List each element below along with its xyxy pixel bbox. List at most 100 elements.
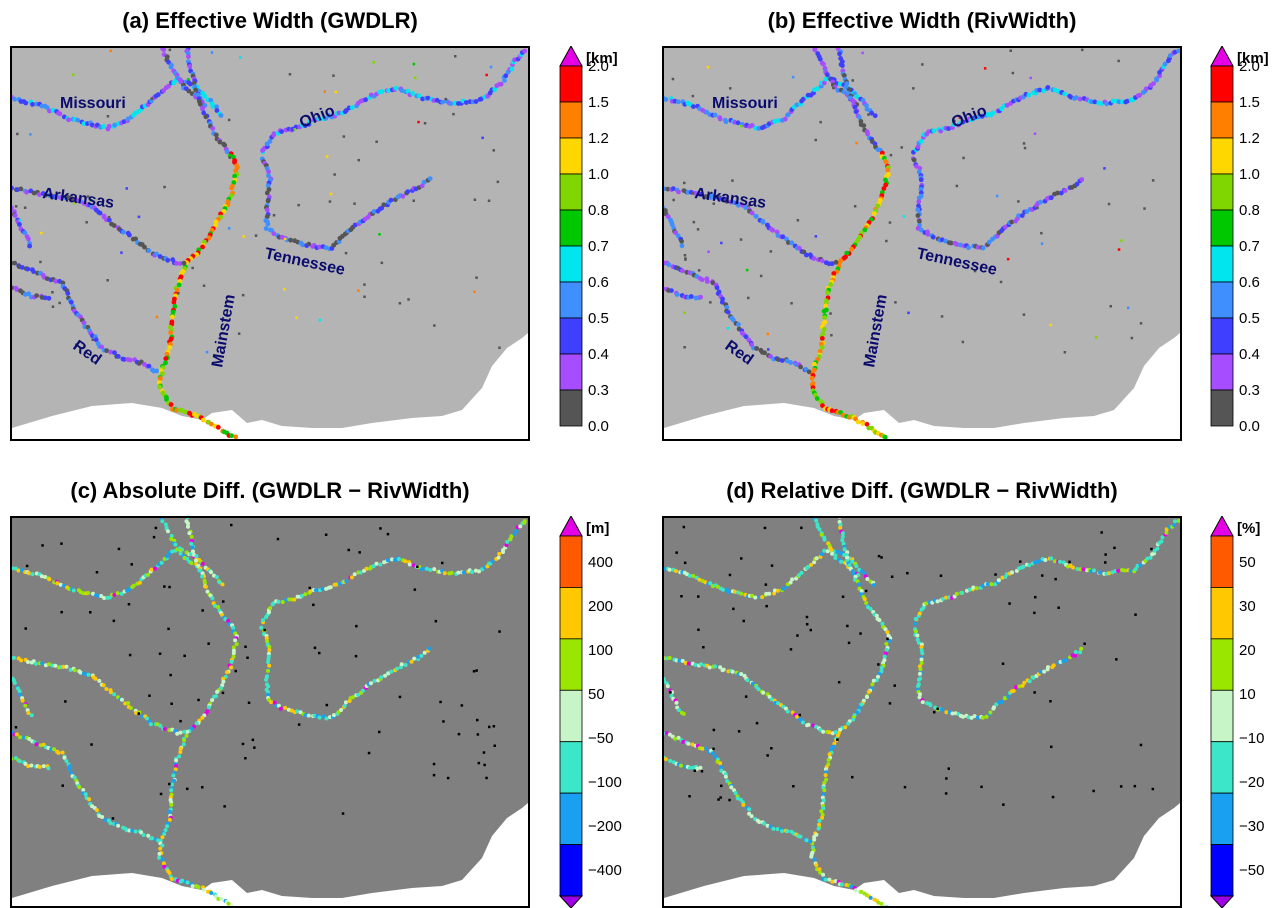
river-missouri (12, 546, 225, 600)
river-ohio (261, 519, 527, 625)
river-arkansas (12, 185, 187, 266)
ocean-area (664, 333, 1180, 439)
tributary-points (669, 525, 1155, 806)
colorbar-segment (1210, 844, 1234, 897)
river-west2 (664, 286, 703, 301)
colorbar-segment (1210, 535, 1234, 588)
colorbar-tick-label: 2.0 (1239, 58, 1260, 75)
colorbar-segment (1210, 137, 1234, 175)
river-label-missouri: Missouri (712, 95, 778, 112)
colorbar-segment (559, 638, 583, 691)
colorbar-segment (559, 535, 583, 588)
colorbar-tick-label: 100 (588, 641, 614, 659)
river-lowerRed (664, 205, 685, 249)
river-mainstem (809, 621, 893, 906)
colorbar-segment (559, 173, 583, 211)
panel-c-title: (c) Absolute Diff. (GWDLR − RivWidth) (70, 478, 470, 503)
ocean-area (12, 333, 528, 439)
river-tennessee (910, 156, 1085, 251)
colorbar-top-arrow (559, 46, 583, 67)
river-ohio (912, 518, 1180, 626)
river-mainstem (156, 151, 240, 439)
river-lowerRed (12, 676, 34, 718)
river-ohio (260, 48, 528, 155)
colorbar-tick-label: −50 (588, 730, 614, 748)
colorbar-unit: [km] (586, 50, 618, 67)
colorbar-tick-label: 50 (1239, 553, 1256, 571)
river-red (664, 731, 813, 844)
tributary-points (14, 523, 501, 820)
river-missouri (664, 546, 876, 600)
river-ohio (911, 48, 1180, 155)
ocean-area (12, 803, 528, 906)
river-west2 (664, 755, 703, 771)
river-arkansas (664, 186, 839, 267)
colorbar-segment (1210, 173, 1234, 211)
land-area (664, 48, 1180, 439)
colorbar-segment (559, 844, 583, 897)
land-area (12, 48, 528, 439)
colorbar-tick-label: 0.5 (1239, 310, 1260, 327)
colorbar-tick-label: 1.2 (588, 130, 609, 147)
colorbar-tick-label: −10 (1239, 730, 1265, 748)
colorbar-unit: [m] (586, 520, 610, 537)
tributary-points (671, 48, 1155, 354)
river-mainUpper (837, 518, 882, 623)
colorbar-top-arrow (1210, 46, 1234, 67)
tributary-points (14, 48, 501, 354)
colorbar-tick-label: 2.0 (588, 58, 609, 75)
colorbar-tick-label: 1.2 (1239, 130, 1260, 147)
colorbar-segment (1210, 689, 1234, 743)
colorbar-segment (1210, 741, 1234, 794)
colorbar-tick-label: 400 (588, 553, 614, 571)
land-area (12, 518, 528, 906)
colorbar-bottom-arrow (1209, 895, 1235, 908)
colorbar-segment (1210, 792, 1234, 845)
colorbar-segment (559, 65, 583, 103)
colorbar-segment (1210, 65, 1234, 103)
colorbar-segment (559, 281, 583, 319)
colorbar-tick-label: 0.7 (588, 238, 609, 255)
colorbar-segment (1210, 281, 1234, 319)
colorbar-tick-label: 0.6 (588, 274, 609, 291)
river-lowerRed (12, 205, 33, 249)
river-mainstem (157, 622, 239, 906)
colorbar-segment (559, 317, 583, 355)
colorbar-segment (1210, 317, 1234, 355)
ocean-area (664, 803, 1180, 906)
colorbar-tick-label: 200 (588, 597, 614, 615)
colorbar-unit: [%] (1237, 520, 1261, 537)
river-tennessee (259, 625, 432, 721)
colorbar-segment (1210, 389, 1234, 427)
colorbar-top-arrow (1210, 516, 1234, 537)
colorbar-tick-label: 1.0 (588, 166, 609, 183)
river-mainUpper (835, 48, 883, 153)
colorbar-tick-label: −200 (588, 818, 622, 836)
river-west2 (12, 285, 52, 301)
colorbar-segment (559, 209, 583, 247)
colorbar-segment (1210, 245, 1234, 283)
river-mainUpper (184, 518, 231, 623)
colorbar-tick-label: −30 (1239, 818, 1265, 836)
colorbar-tick-label: 0.4 (1239, 346, 1260, 363)
panel-d-map (662, 516, 1182, 908)
colorbar-tick-label: −50 (1239, 862, 1265, 880)
colorbar-segment (559, 137, 583, 175)
colorbar-segment (559, 587, 583, 640)
colorbar-tick-label: 0.8 (1239, 202, 1260, 219)
colorbar-segment (1210, 587, 1234, 640)
colorbar-tick-label: 1.5 (588, 94, 609, 111)
colorbar-tick-label: 0.0 (1239, 418, 1260, 435)
colorbar-segment (1210, 101, 1234, 139)
colorbar-tick-label: 0.6 (1239, 274, 1260, 291)
colorbar-tick-label: 1.0 (1239, 166, 1260, 183)
panel-b-map: Missouri Ohio Arkansas Tennessee Mainstem Red (662, 46, 1182, 441)
colorbar-tick-label: 1.5 (1239, 94, 1260, 111)
colorbar-tick-label: −100 (588, 774, 622, 792)
river-red (12, 260, 160, 374)
river-arkansas (664, 656, 838, 736)
river-label-missouri: Missouri (60, 95, 126, 112)
river-west2 (12, 756, 51, 771)
colorbar-tick-label: 10 (1239, 685, 1256, 703)
panel-c-map (10, 516, 530, 908)
